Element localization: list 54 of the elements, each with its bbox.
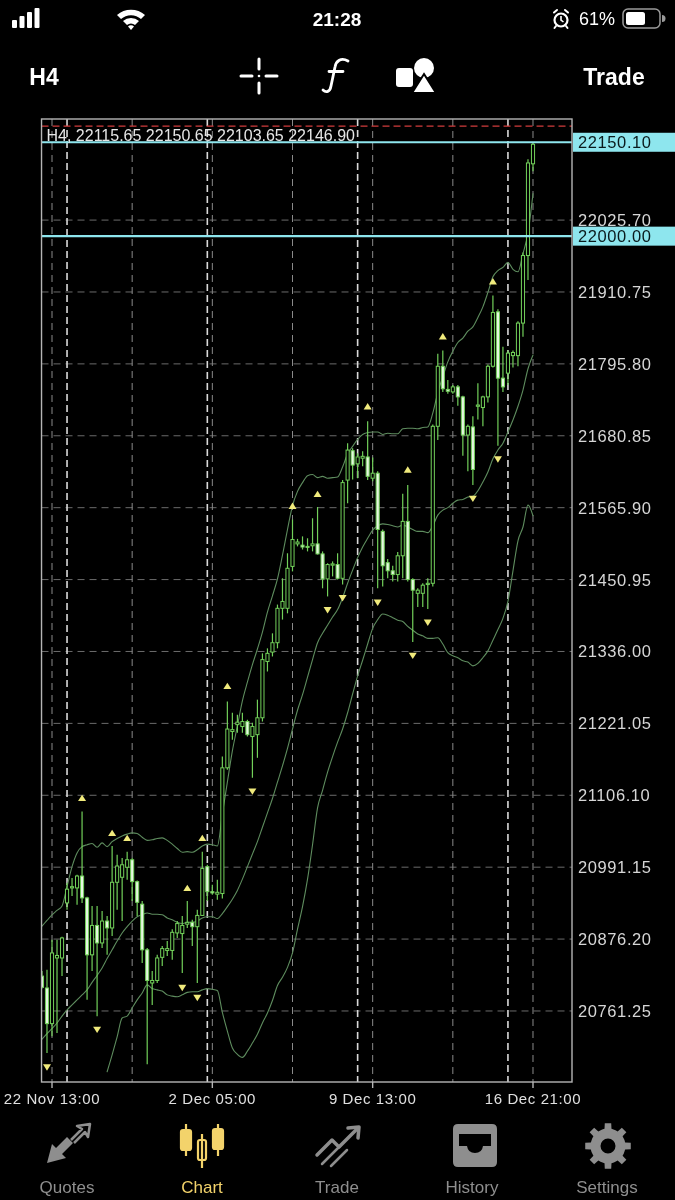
point bbox=[183, 884, 192, 892]
ref-line-label: 22150.10 bbox=[578, 133, 652, 152]
y-tick-label: 21106.10 bbox=[578, 786, 651, 805]
y-tick-label: 21795.80 bbox=[578, 354, 652, 373]
text: Chart bbox=[181, 1177, 224, 1197]
y-tick-label: 21336.00 bbox=[578, 642, 652, 661]
point bbox=[223, 682, 232, 690]
chart-title: H4, 22115.65 22150.65 22103.65 22146.90 bbox=[46, 126, 356, 144]
text: Settings bbox=[576, 1177, 638, 1197]
text: Trade bbox=[315, 1177, 359, 1197]
y-tick-label: 21450.95 bbox=[578, 570, 652, 589]
y-tick-label: 21680.85 bbox=[578, 426, 652, 445]
y-tick-label: 21221.05 bbox=[578, 714, 652, 733]
text: Trade bbox=[583, 64, 645, 90]
candlestick bbox=[59, 936, 65, 977]
candlestick bbox=[64, 882, 70, 911]
point bbox=[123, 834, 132, 842]
point bbox=[373, 599, 382, 606]
y-tick-label: 21910.75 bbox=[578, 282, 652, 301]
point bbox=[493, 456, 502, 463]
line-series bbox=[106, 504, 534, 1073]
x-tick-label: 2 Dec 05:00 bbox=[168, 1089, 257, 1107]
ref-line-label: 22000.00 bbox=[578, 227, 652, 246]
y-tick-label: 22025.70 bbox=[578, 211, 652, 230]
point bbox=[198, 834, 207, 842]
y-tick-label: 20876.20 bbox=[578, 930, 652, 949]
point bbox=[313, 490, 322, 498]
text: History bbox=[445, 1177, 499, 1197]
y-tick-label: 20761.25 bbox=[578, 1001, 652, 1020]
point bbox=[42, 1064, 51, 1071]
point bbox=[178, 984, 187, 992]
text: 61% bbox=[578, 9, 616, 29]
point bbox=[248, 788, 257, 795]
candlestick bbox=[420, 582, 425, 608]
point bbox=[78, 794, 87, 802]
point bbox=[338, 595, 347, 602]
text: H4 bbox=[29, 64, 59, 90]
line-series bbox=[41, 193, 534, 927]
x-tick-label: 9 Dec 13:00 bbox=[328, 1089, 417, 1107]
point bbox=[403, 466, 412, 473]
point bbox=[323, 607, 332, 614]
point bbox=[193, 994, 202, 1002]
y-tick-label: 21565.90 bbox=[578, 498, 652, 517]
x-tick-label: 22 Nov 13:00 bbox=[3, 1089, 101, 1107]
candlestick bbox=[54, 939, 60, 1034]
line-series bbox=[41, 354, 534, 1040]
point bbox=[288, 502, 297, 509]
y-tick-label: 20991.15 bbox=[578, 858, 652, 877]
x-tick-label: 16 Dec 21:00 bbox=[484, 1089, 582, 1107]
text: 21:28 bbox=[312, 8, 362, 30]
candlestick bbox=[185, 900, 190, 929]
text: Quotes bbox=[39, 1177, 95, 1197]
candlestick bbox=[69, 877, 75, 897]
point bbox=[108, 829, 117, 837]
